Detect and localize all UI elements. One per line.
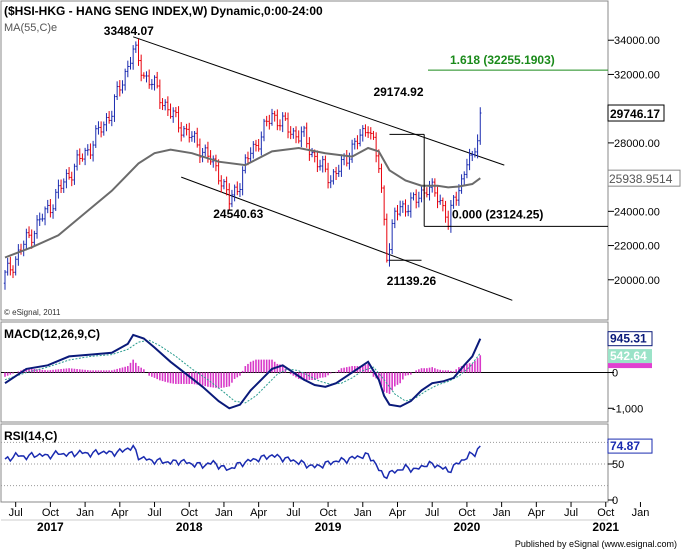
month-label: Apr	[250, 507, 267, 519]
month-label: Oct	[42, 507, 59, 519]
histogram-value-tag	[608, 363, 652, 369]
fib-0-label: 0.000 (23124.25)	[452, 207, 543, 221]
low2-label: 21139.26	[387, 274, 437, 288]
rsi-label: RSI(14,C)	[4, 429, 57, 443]
high-label: 33484.07	[104, 24, 154, 38]
price-tick-label: 34000.00	[614, 35, 660, 47]
macd-value-tag	[607, 331, 653, 347]
fib-1618-label: 1.618 (32255.1903)	[450, 53, 555, 67]
rsi-tick-label: 0	[612, 495, 618, 507]
rsi-value-label: 74.87	[610, 439, 640, 453]
month-label: Jul	[286, 507, 300, 519]
rsi-line	[4, 444, 481, 480]
low1-label: 24540.63	[213, 207, 263, 221]
macd-value-label: 945.31	[610, 332, 647, 346]
ma-value-label: 25938.9514	[609, 172, 673, 186]
month-label: Apr	[111, 507, 128, 519]
year-label: 2018	[176, 520, 203, 534]
ma-label: MA(55,C)e	[4, 22, 57, 34]
macd-tick-label: -1,000	[612, 403, 643, 415]
mid-high-label: 29174.92	[373, 85, 423, 99]
month-label: Jul	[147, 507, 161, 519]
year-label: 2020	[454, 520, 481, 534]
month-label: Apr	[389, 507, 406, 519]
month-label: Jan	[76, 507, 94, 519]
price-tick-label: 24000.00	[614, 206, 660, 218]
price-tick-label: 22000.00	[614, 241, 660, 253]
rsi-tick-label: 50	[612, 459, 624, 471]
price-panel	[0, 0, 609, 321]
macd-line	[4, 333, 482, 410]
upper-channel-line	[132, 36, 505, 166]
month-label: Jan	[354, 507, 372, 519]
month-label: Oct	[458, 507, 475, 519]
month-label: Oct	[320, 507, 337, 519]
month-label: Oct	[597, 507, 614, 519]
ma-value-tag	[607, 169, 681, 187]
lower-channel-line	[181, 176, 513, 301]
month-label: Jan	[215, 507, 233, 519]
price-tick-label: 20000.00	[614, 275, 660, 287]
macd-signal-line	[4, 339, 481, 404]
ma-line	[4, 146, 481, 259]
month-label: Jul	[425, 507, 439, 519]
year-label: 2021	[592, 520, 619, 534]
month-label: Jul	[564, 507, 578, 519]
macd-label: MACD(12,26,9,C)	[4, 327, 100, 341]
chart-title: ($HSI-HKG - HANG SENG INDEX,W) Dynamic,0…	[4, 4, 323, 18]
signal-value-label: 542.64	[610, 349, 647, 363]
publisher-text: Published by eSignal (www.esignal.com)	[515, 539, 677, 549]
copyright-text: © eSignal, 2011	[4, 308, 61, 317]
macd-tick-label: 0	[612, 368, 618, 380]
rsi-value-tag	[607, 438, 653, 454]
current-price-label: 29746.17	[610, 107, 660, 121]
price-tick-label: 32000.00	[614, 69, 660, 81]
signal-value-tag	[608, 349, 652, 364]
price-tick-label: 28000.00	[614, 138, 660, 150]
month-label: Jan	[493, 507, 511, 519]
month-label: Oct	[181, 507, 198, 519]
year-label: 2019	[315, 520, 342, 534]
month-label: Jul	[9, 507, 23, 519]
month-label: Jan	[632, 507, 650, 519]
year-label: 2017	[37, 520, 64, 534]
current-price-tag	[607, 104, 665, 122]
month-label: Apr	[528, 507, 545, 519]
